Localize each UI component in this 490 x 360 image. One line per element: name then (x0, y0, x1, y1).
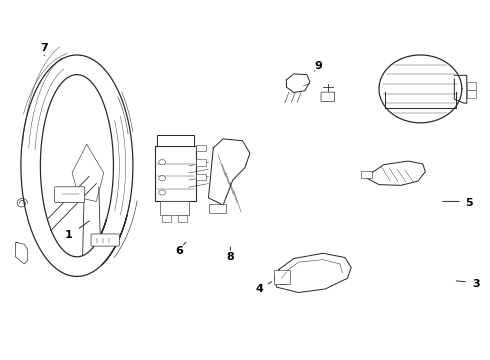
FancyBboxPatch shape (157, 135, 194, 146)
FancyBboxPatch shape (361, 171, 372, 178)
Circle shape (159, 176, 166, 181)
FancyBboxPatch shape (321, 92, 335, 102)
FancyBboxPatch shape (467, 82, 476, 90)
Text: 4: 4 (256, 284, 264, 294)
FancyBboxPatch shape (54, 187, 85, 203)
FancyBboxPatch shape (155, 146, 196, 202)
FancyBboxPatch shape (160, 202, 189, 215)
FancyBboxPatch shape (196, 174, 206, 180)
Text: 3: 3 (473, 279, 480, 289)
FancyBboxPatch shape (467, 90, 476, 98)
Text: 5: 5 (466, 198, 473, 208)
FancyBboxPatch shape (178, 215, 187, 222)
Text: 1: 1 (65, 230, 73, 240)
Text: 2: 2 (278, 277, 285, 287)
Text: 9: 9 (314, 61, 322, 71)
Circle shape (159, 159, 166, 165)
FancyBboxPatch shape (91, 234, 119, 246)
Text: 7: 7 (40, 43, 48, 53)
Text: 6: 6 (175, 247, 183, 256)
FancyBboxPatch shape (196, 159, 206, 166)
FancyBboxPatch shape (209, 204, 226, 213)
FancyBboxPatch shape (162, 215, 171, 222)
Circle shape (159, 190, 166, 195)
FancyBboxPatch shape (274, 270, 290, 284)
Text: 8: 8 (226, 252, 234, 262)
FancyBboxPatch shape (196, 145, 206, 152)
